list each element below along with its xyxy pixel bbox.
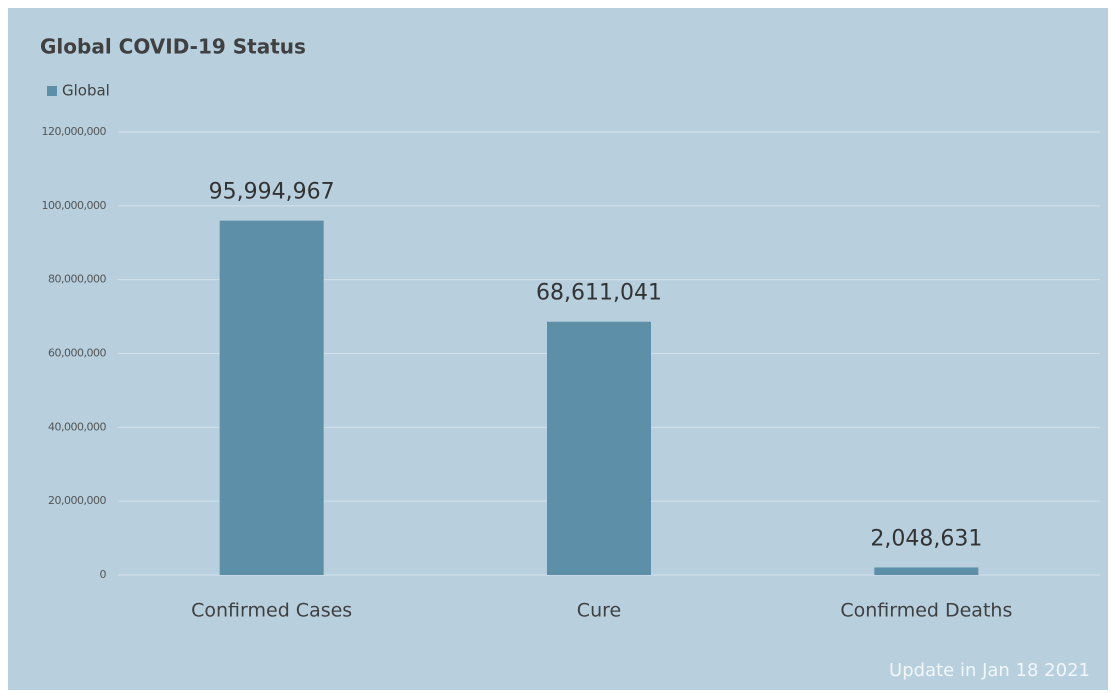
y-tick-label: 120,000,000 — [42, 125, 107, 138]
chart-title: Global COVID-19 Status — [40, 35, 306, 59]
annotation: Update in Jan 18 2021 — [889, 660, 1090, 681]
bar — [547, 321, 651, 575]
x-tick-label: Cure — [577, 600, 621, 622]
x-tick-label: Confirmed Deaths — [840, 600, 1012, 622]
legend-swatch — [47, 86, 57, 96]
y-tick-label: 0 — [100, 568, 107, 581]
y-tick-label: 100,000,000 — [42, 199, 107, 212]
value-label: 95,994,967 — [209, 180, 335, 205]
bar — [874, 567, 979, 575]
value-label: 2,048,631 — [870, 526, 982, 551]
x-tick-label: Confirmed Cases — [191, 600, 352, 622]
y-tick-label: 20,000,000 — [48, 494, 106, 507]
y-tick-label: 60,000,000 — [48, 347, 106, 360]
bar — [219, 220, 324, 575]
value-label: 68,611,041 — [536, 281, 662, 306]
y-tick-label: 80,000,000 — [48, 273, 106, 286]
legend-label: Global — [62, 82, 110, 100]
y-tick-label: 40,000,000 — [48, 420, 106, 433]
